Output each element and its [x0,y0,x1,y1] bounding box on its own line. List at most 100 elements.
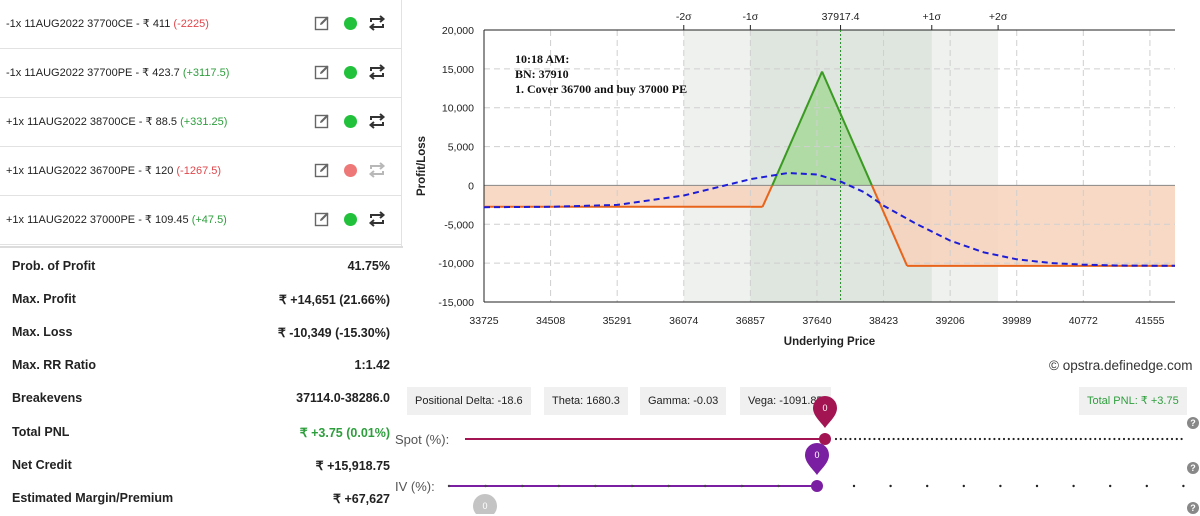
x-tick-label: 38423 [869,315,898,327]
dte-help-icon[interactable]: ? [1187,502,1199,514]
status-dot[interactable] [344,164,357,177]
stat-row: Estimated Margin/Premium ₹ +67,627 [12,491,390,511]
y-tick-label: 15,000 [442,64,474,76]
x-tick-label: 41555 [1135,315,1164,327]
y-tick-label: 5,000 [448,142,474,154]
edit-icon[interactable] [313,161,331,179]
iv-slider-label: IV (%): [395,479,435,494]
greek-pill: Gamma: -0.03 [640,387,727,415]
stat-value: ₹ -10,349 (-15.30%) [277,326,390,341]
x-axis-title: Underlying Price [784,336,875,348]
leg-instrument: +1x 11AUG2022 36700PE - ₹ 120 [6,165,174,177]
leg-pnl: (+331.25) [180,116,228,128]
expiry-profit-line [821,71,873,186]
y-tick-label: -5,000 [444,219,474,231]
leg-row: -1x 11AUG2022 37700PE - ₹ 423.7 (+3117.5… [0,49,401,98]
stat-value: 41.75% [347,259,390,273]
expiry-line [761,185,774,208]
strategy-stats: Prob. of Profit 41.75% Max. Profit ₹ +14,65… [0,246,403,516]
status-dot[interactable] [344,17,357,30]
edit-icon[interactable] [313,14,331,32]
stat-label: Breakevens [12,391,83,406]
stat-value: ₹ +3.75 (0.01%) [299,425,390,440]
positions-panel: -1x 11AUG2022 37700CE - ₹ 411 (-2225) -1x… [0,0,403,514]
leg-instrument: -1x 11AUG2022 37700CE - ₹ 411 [6,18,171,30]
stat-label: Prob. of Profit [12,259,96,273]
y-tick-label: 0 [468,180,474,192]
y-tick-label: 10,000 [442,103,474,115]
swap-icon[interactable] [368,161,386,179]
x-tick-label: 36074 [669,315,698,327]
x-tick-label: 37640 [802,315,831,327]
chart-annotation: 10:18 AM: [515,52,569,66]
expiry-line [870,185,909,267]
stat-value: 37114.0-38286.0 [296,391,390,406]
edit-icon[interactable] [313,210,331,228]
profit-area [772,71,872,186]
copyright-text: © opstra.definedge.com [1049,358,1193,373]
payoff-panel: 33725 34508 35291 36074 36857 37640 38423 39206… [403,0,1200,514]
greek-pill: Theta: 1680.3 [544,387,628,415]
stat-label: Max. Loss [12,325,73,340]
leg-instrument: +1x 11AUG2022 38700CE - ₹ 88.5 [6,116,177,128]
leg-instrument: -1x 11AUG2022 37700PE - ₹ 423.7 [6,67,180,79]
swap-icon[interactable] [368,112,386,130]
x-tick-label: 33725 [469,315,498,327]
payoff-chart: 33725 34508 35291 36074 36857 37640 38423 39206… [416,11,1176,348]
top-sigma-label: -2σ [676,11,692,23]
stat-row: Breakevens 37114.0-38286.0 [12,391,390,411]
status-dot[interactable] [344,115,357,128]
stat-label: Net Credit [12,457,72,472]
y-axis-title: Profit/Loss [416,136,428,196]
greek-pill: Vega: -1091.85 [740,387,831,415]
leg-label: +1x 11AUG2022 37000PE - ₹ 109.45 (+47.5) [6,213,227,226]
stat-label: Max. RR Ratio [12,358,97,373]
top-sigma-label: -1σ [742,11,758,23]
stat-row: Total PNL ₹ +3.75 (0.01%) [12,425,390,445]
status-dot[interactable] [344,213,357,226]
top-sigma-label: +1σ [923,11,942,23]
leg-row: +1x 11AUG2022 38700CE - ₹ 88.5 (+331.25) [0,98,401,147]
leg-instrument: +1x 11AUG2022 37000PE - ₹ 109.45 [6,214,189,226]
leg-pnl: (+47.5) [191,214,227,226]
swap-icon[interactable] [368,210,386,228]
stat-row: Max. RR Ratio 1:1.42 [12,358,390,378]
swap-icon[interactable] [368,14,386,32]
edit-icon[interactable] [313,63,331,81]
y-tick-label: -15,000 [438,297,474,309]
leg-label: +1x 11AUG2022 38700CE - ₹ 88.5 (+331.25) [6,115,227,128]
loss-area-right [871,185,1175,266]
x-tick-label: 39989 [1002,315,1031,327]
top-sigma-label: +2σ [989,11,1008,23]
expiry-profit-line [771,71,823,186]
y-tick-label: -10,000 [438,258,474,270]
chart-annotation: 1. Cover 36700 and buy 37000 PE [515,82,687,96]
stat-value: 1:1.42 [354,358,390,373]
total-pnl-pill: Total PNL: ₹ +3.75 [1079,387,1187,415]
status-dot[interactable] [344,66,357,79]
divider [401,0,402,246]
iv-help-icon[interactable]: ? [1187,462,1199,474]
leg-row: -1x 11AUG2022 37700CE - ₹ 411 (-2225) [0,0,401,49]
stat-label: Total PNL [12,424,70,439]
stat-row: Max. Profit ₹ +14,651 (21.66%) [12,292,390,312]
x-tick-label: 34508 [536,315,565,327]
stat-row: Net Credit ₹ +15,918.75 [12,458,390,478]
leg-row: +1x 11AUG2022 37000PE - ₹ 109.45 (+47.5) [0,196,401,245]
stat-value: ₹ +67,627 [333,491,390,506]
swap-icon[interactable] [368,63,386,81]
legs-list: -1x 11AUG2022 37700CE - ₹ 411 (-2225) -1x… [0,0,403,246]
leg-row: +1x 11AUG2022 36700PE - ₹ 120 (-1267.5) [0,147,401,196]
x-tick-label: 35291 [603,315,632,327]
stat-row: Prob. of Profit 41.75% [12,259,390,279]
edit-icon[interactable] [313,112,331,130]
leg-label: -1x 11AUG2022 37700CE - ₹ 411 (-2225) [6,17,209,30]
y-tick-label: 20,000 [442,25,474,37]
leg-pnl: (+3117.5) [182,67,230,79]
x-tick-label: 36857 [736,315,765,327]
stat-value: ₹ +15,918.75 [315,458,390,473]
stat-value: ₹ +14,651 (21.66%) [278,293,390,308]
spot-help-icon[interactable]: ? [1187,417,1199,429]
today-payoff-line [483,171,1176,267]
x-tick-label: 40772 [1069,315,1098,327]
